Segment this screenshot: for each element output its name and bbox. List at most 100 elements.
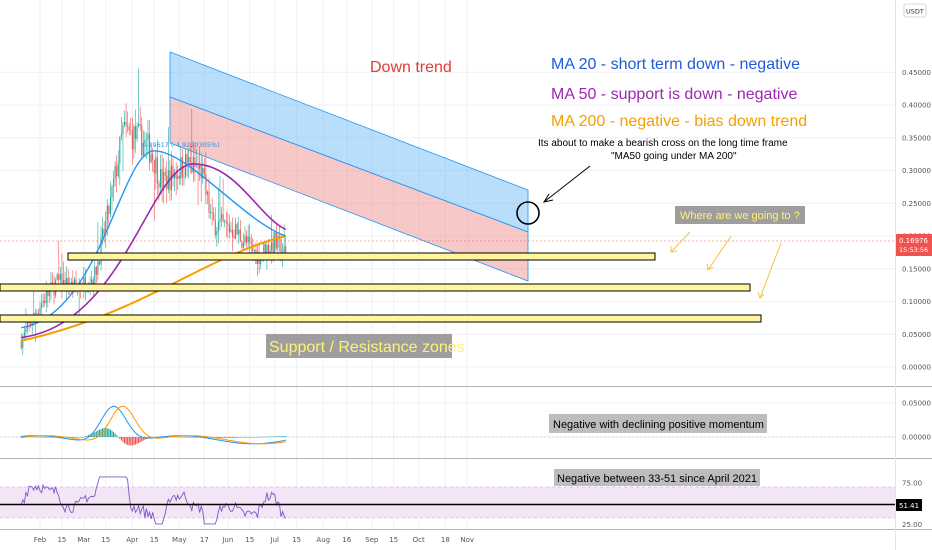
candle-body xyxy=(41,303,43,308)
price-tick-label: 0.35000 xyxy=(902,134,931,142)
channel-lower-fill xyxy=(169,96,529,282)
macd-histogram-bar xyxy=(277,436,279,437)
ma50-line xyxy=(21,163,287,339)
macd-histogram-bar xyxy=(275,436,277,437)
macd-histogram-bar xyxy=(77,437,79,438)
where-label-bg xyxy=(675,206,805,224)
macd-histogram-bar xyxy=(225,437,227,438)
price-tick-label: 0.10000 xyxy=(902,298,931,306)
macd-tick-label: 0.00000 xyxy=(902,434,931,442)
candle-body xyxy=(235,223,237,239)
time-axis[interactable]: Feb 15 Mar 15 Apr 15 May 17 Jun 15 Jul 15 Aug 16 Sep 15… xyxy=(34,536,474,544)
time-tick-label: 15 xyxy=(150,536,159,544)
candle-body xyxy=(272,242,274,253)
currency-badge xyxy=(903,3,927,18)
candle-body xyxy=(206,191,209,195)
candle-body xyxy=(238,229,240,235)
candle-body xyxy=(210,212,212,213)
price-pane[interactable]: 0.89617 (-4.9220305%) xyxy=(0,51,895,356)
macd-histogram-bar xyxy=(184,437,187,438)
candle-body xyxy=(108,205,110,215)
candle-body xyxy=(227,222,229,225)
macd-histogram-bar xyxy=(231,437,234,438)
time-tick-label: May xyxy=(172,536,186,544)
candle-body xyxy=(130,130,132,132)
time-tick-label: 16 xyxy=(342,536,351,544)
candle-body xyxy=(30,322,32,325)
candle-body xyxy=(61,273,63,289)
macd-histogram-bar xyxy=(239,437,241,438)
macd-histogram-bar xyxy=(106,428,108,437)
macd-histogram-bar xyxy=(47,437,49,438)
candle-body xyxy=(109,197,111,215)
price-tick-label: 0.25000 xyxy=(902,200,931,208)
candle-body xyxy=(141,125,143,156)
macd-histogram-bar xyxy=(136,437,138,444)
macd-histogram-bar xyxy=(100,429,102,437)
macd-histogram-bar xyxy=(252,437,254,438)
candle-body xyxy=(114,165,116,180)
candle-body xyxy=(167,170,169,189)
macd-histogram-bar xyxy=(230,437,232,438)
candle-body xyxy=(92,279,94,286)
cross-note-line2: "MA50 going under MA 200" xyxy=(611,151,737,162)
candle-body xyxy=(144,140,146,144)
candle-body xyxy=(219,218,221,222)
candle-body xyxy=(152,154,154,160)
macd-pane[interactable]: Negative with declining positive momentu… xyxy=(0,405,895,446)
macd-histogram-bar xyxy=(45,437,47,438)
macd-histogram-bar xyxy=(61,437,63,438)
macd-histogram-bar xyxy=(87,435,90,437)
cross-arrow xyxy=(543,165,591,203)
macd-histogram-bar xyxy=(249,437,251,438)
candle-body xyxy=(136,126,138,139)
candle-body xyxy=(23,332,25,338)
candle-body xyxy=(228,224,230,232)
ma50-note: MA 50 - support is down - negative xyxy=(551,86,797,103)
macd-histogram-bar xyxy=(80,437,82,438)
candle-body xyxy=(200,163,202,179)
macd-histogram-bar xyxy=(97,430,99,437)
candle-body xyxy=(91,279,93,285)
macd-histogram-bar xyxy=(138,437,140,444)
macd-histogram-bar xyxy=(258,436,260,438)
macd-histogram-bar xyxy=(156,436,158,438)
macd-histogram-bar xyxy=(236,437,238,438)
candle-body xyxy=(203,167,205,174)
macd-histogram-bar xyxy=(274,436,276,437)
rsi-pane[interactable]: Negative between 33-51 since April 2021 xyxy=(0,469,895,525)
candle-body xyxy=(42,300,44,304)
signal-line xyxy=(21,405,286,445)
support-zone-3 xyxy=(0,314,762,323)
candle-body xyxy=(28,322,30,323)
rsi-note: Negative between 33-51 since April 2021 xyxy=(557,473,757,485)
macd-histogram-bar xyxy=(235,437,237,438)
macd-histogram-bar xyxy=(70,437,72,438)
candle-body xyxy=(153,159,155,174)
macd-histogram-bar xyxy=(242,437,244,438)
macd-histogram-bar xyxy=(131,437,133,446)
candle-body xyxy=(188,157,190,167)
macd-histogram-bar xyxy=(130,437,132,446)
time-tick-label: 15 xyxy=(292,536,301,544)
macd-histogram-bar xyxy=(91,433,93,437)
cross-arrow-head xyxy=(542,193,554,203)
macd-histogram-bar xyxy=(117,437,119,438)
candle-body xyxy=(37,313,39,314)
candle-body xyxy=(205,173,207,195)
macd-histogram-bar xyxy=(175,436,177,438)
macd-histogram-bar xyxy=(125,437,127,445)
macd-histogram-bar xyxy=(216,437,218,438)
time-tick-label: Feb xyxy=(34,536,47,544)
price-axis[interactable]: 0.450000.400000.350000.300000.250000.200… xyxy=(902,69,931,529)
time-tick-label: 15 xyxy=(101,536,110,544)
macd-histogram-bar xyxy=(116,435,118,437)
candle-body xyxy=(105,220,107,235)
candle-body xyxy=(117,162,119,177)
ma200-note: MA 200 - negative - bias down trend xyxy=(551,113,807,130)
candle-body xyxy=(48,289,50,297)
ma20-note: MA 20 - short term down - negative xyxy=(551,56,800,73)
candle-body xyxy=(250,241,252,244)
candle-body xyxy=(280,238,282,258)
